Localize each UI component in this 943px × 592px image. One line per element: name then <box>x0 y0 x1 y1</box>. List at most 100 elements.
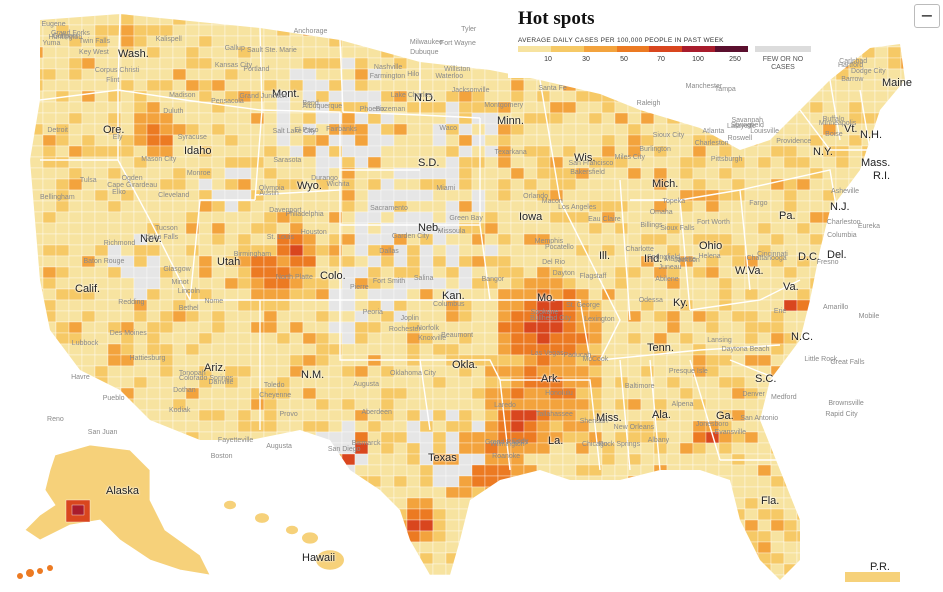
county-cell[interactable] <box>224 145 239 158</box>
county-cell[interactable] <box>185 530 200 543</box>
county-cell[interactable] <box>107 14 122 26</box>
county-cell[interactable] <box>679 530 694 543</box>
county-cell[interactable] <box>224 134 239 147</box>
county-cell[interactable] <box>42 277 57 290</box>
county-cell[interactable] <box>562 189 577 202</box>
county-cell[interactable] <box>848 475 863 488</box>
county-cell[interactable] <box>146 563 161 576</box>
county-cell[interactable] <box>406 145 421 158</box>
county-cell[interactable] <box>315 112 330 125</box>
county-cell[interactable] <box>783 541 798 554</box>
county-cell[interactable] <box>588 222 603 235</box>
county-cell[interactable] <box>42 255 57 268</box>
county-cell[interactable] <box>510 563 525 576</box>
county-cell[interactable] <box>159 46 174 59</box>
county-cell[interactable] <box>224 475 239 488</box>
county-cell[interactable] <box>198 24 213 37</box>
county-cell[interactable] <box>94 299 109 312</box>
county-cell[interactable] <box>900 541 914 554</box>
county-cell[interactable] <box>614 563 629 576</box>
county-cell[interactable] <box>445 156 460 169</box>
county-cell[interactable] <box>237 387 252 400</box>
county-cell[interactable] <box>458 167 473 180</box>
county-cell[interactable] <box>30 288 44 301</box>
county-cell[interactable] <box>705 387 720 400</box>
county-cell[interactable] <box>588 321 603 334</box>
county-cell[interactable] <box>393 24 408 37</box>
county-cell[interactable] <box>640 519 655 532</box>
county-cell[interactable] <box>900 211 914 224</box>
county-cell[interactable] <box>237 343 252 356</box>
county-cell[interactable] <box>679 310 694 323</box>
county-cell[interactable] <box>250 233 265 246</box>
county-cell[interactable] <box>536 541 551 554</box>
county-cell[interactable] <box>276 222 291 235</box>
county-cell[interactable] <box>42 541 57 554</box>
county-cell[interactable] <box>354 112 369 125</box>
county-cell[interactable] <box>692 563 707 576</box>
county-cell[interactable] <box>393 189 408 202</box>
county-cell[interactable] <box>380 134 395 147</box>
county-cell[interactable] <box>224 420 239 433</box>
county-cell[interactable] <box>484 464 499 477</box>
county-cell[interactable] <box>744 420 759 433</box>
county-cell[interactable] <box>276 299 291 312</box>
county-cell[interactable] <box>744 288 759 301</box>
county-cell[interactable] <box>822 288 837 301</box>
county-cell[interactable] <box>263 112 278 125</box>
county-cell[interactable] <box>835 508 850 521</box>
county-cell[interactable] <box>445 486 460 499</box>
county-cell[interactable] <box>445 266 460 279</box>
county-cell[interactable] <box>211 112 226 125</box>
county-cell[interactable] <box>783 365 798 378</box>
county-cell[interactable] <box>367 266 382 279</box>
county-cell[interactable] <box>484 519 499 532</box>
county-cell[interactable] <box>237 398 252 411</box>
county-cell[interactable] <box>367 343 382 356</box>
county-cell[interactable] <box>887 343 902 356</box>
county-cell[interactable] <box>783 101 798 114</box>
county-cell[interactable] <box>588 574 603 586</box>
county-cell[interactable] <box>484 574 499 586</box>
county-cell[interactable] <box>445 387 460 400</box>
county-cell[interactable] <box>419 475 434 488</box>
county-cell[interactable] <box>653 310 668 323</box>
county-cell[interactable] <box>55 211 70 224</box>
county-cell[interactable] <box>900 90 914 103</box>
county-cell[interactable] <box>94 156 109 169</box>
county-cell[interactable] <box>861 519 876 532</box>
county-cell[interactable] <box>445 310 460 323</box>
county-cell[interactable] <box>367 134 382 147</box>
county-cell[interactable] <box>354 200 369 213</box>
county-cell[interactable] <box>835 321 850 334</box>
county-cell[interactable] <box>302 57 317 70</box>
county-cell[interactable] <box>614 167 629 180</box>
county-cell[interactable] <box>276 464 291 477</box>
county-cell[interactable] <box>432 420 447 433</box>
county-cell[interactable] <box>120 35 135 48</box>
county-cell[interactable] <box>835 387 850 400</box>
county-cell[interactable] <box>666 508 681 521</box>
county-cell[interactable] <box>224 387 239 400</box>
county-cell[interactable] <box>588 475 603 488</box>
county-cell[interactable] <box>640 233 655 246</box>
county-cell[interactable] <box>484 541 499 554</box>
county-cell[interactable] <box>614 464 629 477</box>
county-cell[interactable] <box>640 574 655 586</box>
county-cell[interactable] <box>367 420 382 433</box>
county-cell[interactable] <box>484 200 499 213</box>
county-cell[interactable] <box>432 497 447 510</box>
county-cell[interactable] <box>874 387 889 400</box>
county-cell[interactable] <box>874 211 889 224</box>
county-cell[interactable] <box>198 508 213 521</box>
county-cell[interactable] <box>796 497 811 510</box>
county-cell[interactable] <box>536 277 551 290</box>
county-cell[interactable] <box>55 310 70 323</box>
county-cell[interactable] <box>146 266 161 279</box>
county-cell[interactable] <box>328 90 343 103</box>
county-cell[interactable] <box>185 475 200 488</box>
county-cell[interactable] <box>861 321 876 334</box>
county-cell[interactable] <box>159 14 174 26</box>
county-cell[interactable] <box>874 321 889 334</box>
county-cell[interactable] <box>393 453 408 466</box>
